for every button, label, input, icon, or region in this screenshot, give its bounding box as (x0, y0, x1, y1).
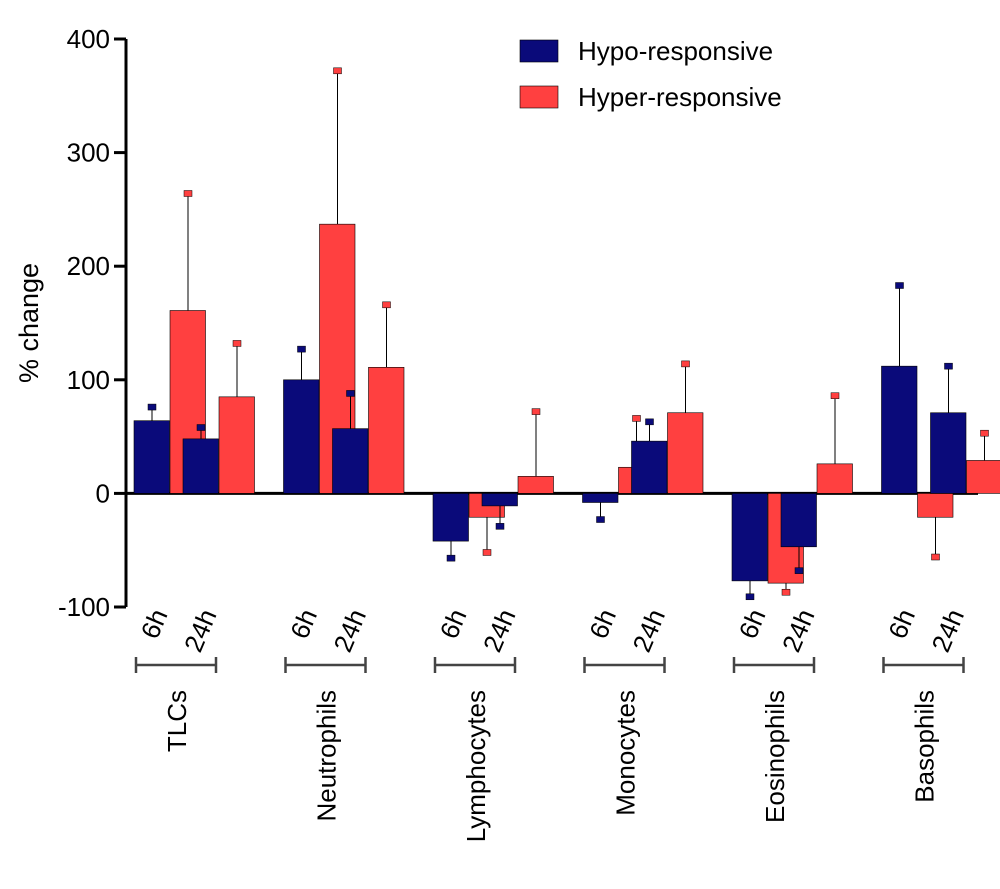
plot-area (126, 67, 1000, 601)
y-axis: -100 0 100 200 300 400 (58, 24, 128, 622)
timepoint-label: 6h (284, 605, 323, 643)
bar-hypo (631, 440, 668, 494)
timepoint-label: 24h (178, 605, 223, 657)
y-tick-label: 200 (67, 251, 110, 281)
timepoint-label: 6h (583, 605, 622, 643)
error-cap (495, 523, 505, 530)
legend-label: Hyper-responsive (578, 82, 782, 112)
error-cap (781, 588, 791, 596)
y-tick-label: 400 (67, 24, 110, 54)
group-label: TLCs (162, 690, 192, 752)
bar-hypo (780, 493, 817, 548)
group-bracket (134, 657, 218, 673)
group-label: Basophils (910, 690, 940, 803)
error-cap (196, 424, 206, 431)
timepoint-label: 24h (776, 605, 821, 657)
error-cap (745, 593, 755, 601)
bar-hypo (133, 420, 170, 494)
error-cap (446, 554, 456, 562)
timepoint-label: 6h (733, 605, 772, 643)
group-label: Neutrophils (312, 690, 342, 822)
error-cap (794, 567, 804, 574)
timepoint-label: 24h (477, 605, 522, 657)
error-cap (632, 415, 641, 422)
error-cap (944, 362, 953, 370)
error-cap (830, 392, 840, 399)
error-cap (980, 429, 989, 437)
group-label: Monocytes (611, 690, 641, 816)
bar-hyper (368, 367, 405, 494)
bar-hyper (966, 460, 1000, 494)
bar-hyper (517, 476, 554, 494)
bar-hyper (667, 412, 704, 494)
error-cap (931, 553, 940, 561)
bar-hypo (930, 412, 967, 494)
error-cap (346, 390, 355, 397)
error-cap (382, 301, 391, 309)
group-bracket (882, 657, 965, 673)
group-bracket (732, 657, 816, 673)
legend-swatch (519, 85, 559, 109)
bar-hypo (332, 428, 369, 494)
error-cap (895, 282, 904, 289)
error-cap (147, 403, 157, 411)
group-bracket (583, 657, 666, 673)
error-cap (232, 340, 242, 347)
error-cap (645, 418, 654, 426)
bar-hyper (218, 396, 255, 494)
timepoint-label: 24h (327, 605, 372, 657)
group-bracket (284, 657, 367, 673)
y-tick-label: -100 (58, 592, 110, 622)
legend-swatch (519, 39, 559, 63)
bar-hypo (881, 365, 918, 494)
legend-label: Hypo-responsive (578, 36, 773, 66)
y-tick-label: 300 (67, 138, 110, 168)
bar-hypo (283, 379, 320, 494)
bar-hypo (582, 493, 619, 503)
timepoint-label: 6h (882, 605, 921, 643)
error-cap (333, 67, 342, 75)
error-cap (596, 516, 605, 523)
timepoint-label: 6h (135, 605, 174, 643)
group-label: Lymphocytes (461, 690, 491, 842)
bar-hypo (731, 493, 768, 582)
legend: Hypo-responsive Hyper-responsive (519, 36, 782, 112)
group-label: Eosinophils (760, 690, 790, 823)
y-tick-label: 0 (96, 478, 110, 508)
group-bracket (433, 657, 517, 673)
timepoint-label: 24h (626, 605, 671, 657)
error-cap (681, 360, 690, 368)
bar-hypo (182, 438, 219, 494)
timepoint-label: 24h (925, 605, 970, 657)
error-cap (482, 549, 492, 556)
y-axis-label: % change (14, 263, 44, 383)
error-cap (297, 345, 306, 353)
bar-hyper (816, 463, 853, 494)
bar-hypo (481, 493, 518, 507)
y-tick-label: 100 (67, 365, 110, 395)
error-cap (531, 408, 541, 415)
timepoint-label: 6h (434, 605, 473, 643)
bar-hyper (917, 493, 954, 518)
bar-hypo (432, 493, 469, 542)
error-cap (183, 190, 193, 197)
